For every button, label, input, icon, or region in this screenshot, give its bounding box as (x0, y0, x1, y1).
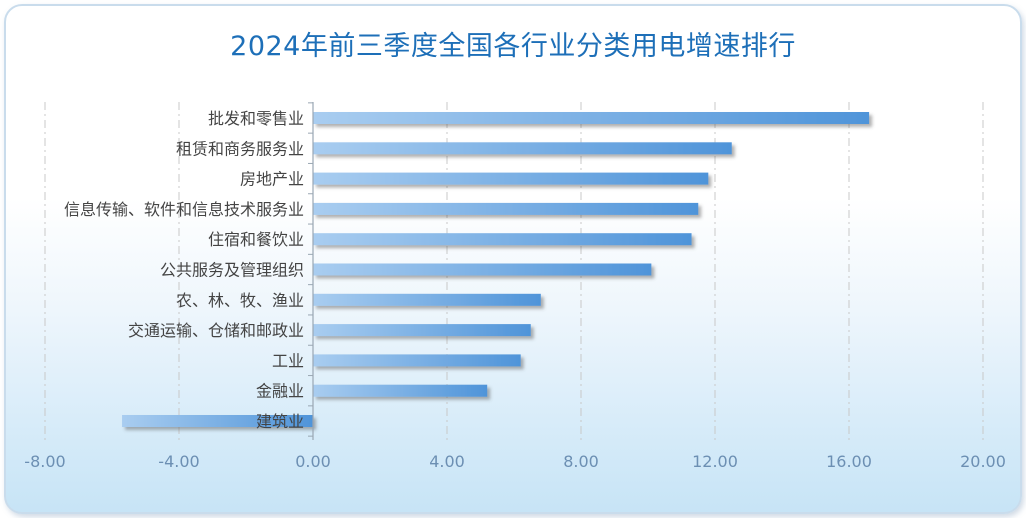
bar (313, 112, 870, 124)
bar (313, 384, 488, 397)
axes (308, 102, 314, 440)
bar (313, 142, 732, 155)
category-label: 农、林、牧、渔业 (176, 291, 304, 310)
bar (313, 293, 541, 306)
chart-title: 2024年前三季度全国各行业分类用电增速排行 (230, 31, 796, 62)
x-tick-label: 20.00 (960, 452, 1006, 471)
bar (313, 172, 709, 185)
bar (122, 415, 313, 427)
category-label: 工业 (272, 351, 304, 370)
category-label: 租赁和商务服务业 (176, 139, 304, 158)
category-label: 信息传输、软件和信息技术服务业 (64, 200, 304, 219)
bars (122, 112, 870, 427)
x-tick-label: 12.00 (692, 452, 738, 471)
x-tick-label: -4.00 (158, 452, 199, 471)
category-labels: 批发和零售业租赁和商务服务业房地产业信息传输、软件和信息技术服务业住宿和餐饮业公… (64, 109, 304, 431)
x-tick-label: -8.00 (24, 452, 65, 471)
bar (313, 233, 692, 246)
x-tick-label: 4.00 (429, 452, 465, 471)
x-tick-label: 8.00 (563, 452, 599, 471)
bar (313, 263, 652, 276)
category-label: 建筑业 (256, 412, 304, 431)
bar (313, 324, 531, 337)
category-label: 公共服务及管理组织 (160, 261, 304, 280)
category-label: 住宿和餐饮业 (208, 230, 304, 249)
category-label: 房地产业 (240, 170, 304, 189)
x-tick-labels: -8.00 -4.00 0.00 4.00 8.00 12.00 16.00 20.00 (24, 452, 1006, 471)
bar (313, 202, 699, 215)
bar (313, 354, 521, 367)
chart-card: 2024年前三季度全国各行业分类用电增速排行 (4, 4, 1022, 514)
category-label: 交通运输、仓储和邮政业 (128, 321, 304, 340)
category-label: 批发和零售业 (208, 109, 304, 128)
x-tick-label: 16.00 (826, 452, 872, 471)
category-label: 金融业 (256, 382, 304, 401)
x-tick-label: 0.00 (295, 452, 331, 471)
